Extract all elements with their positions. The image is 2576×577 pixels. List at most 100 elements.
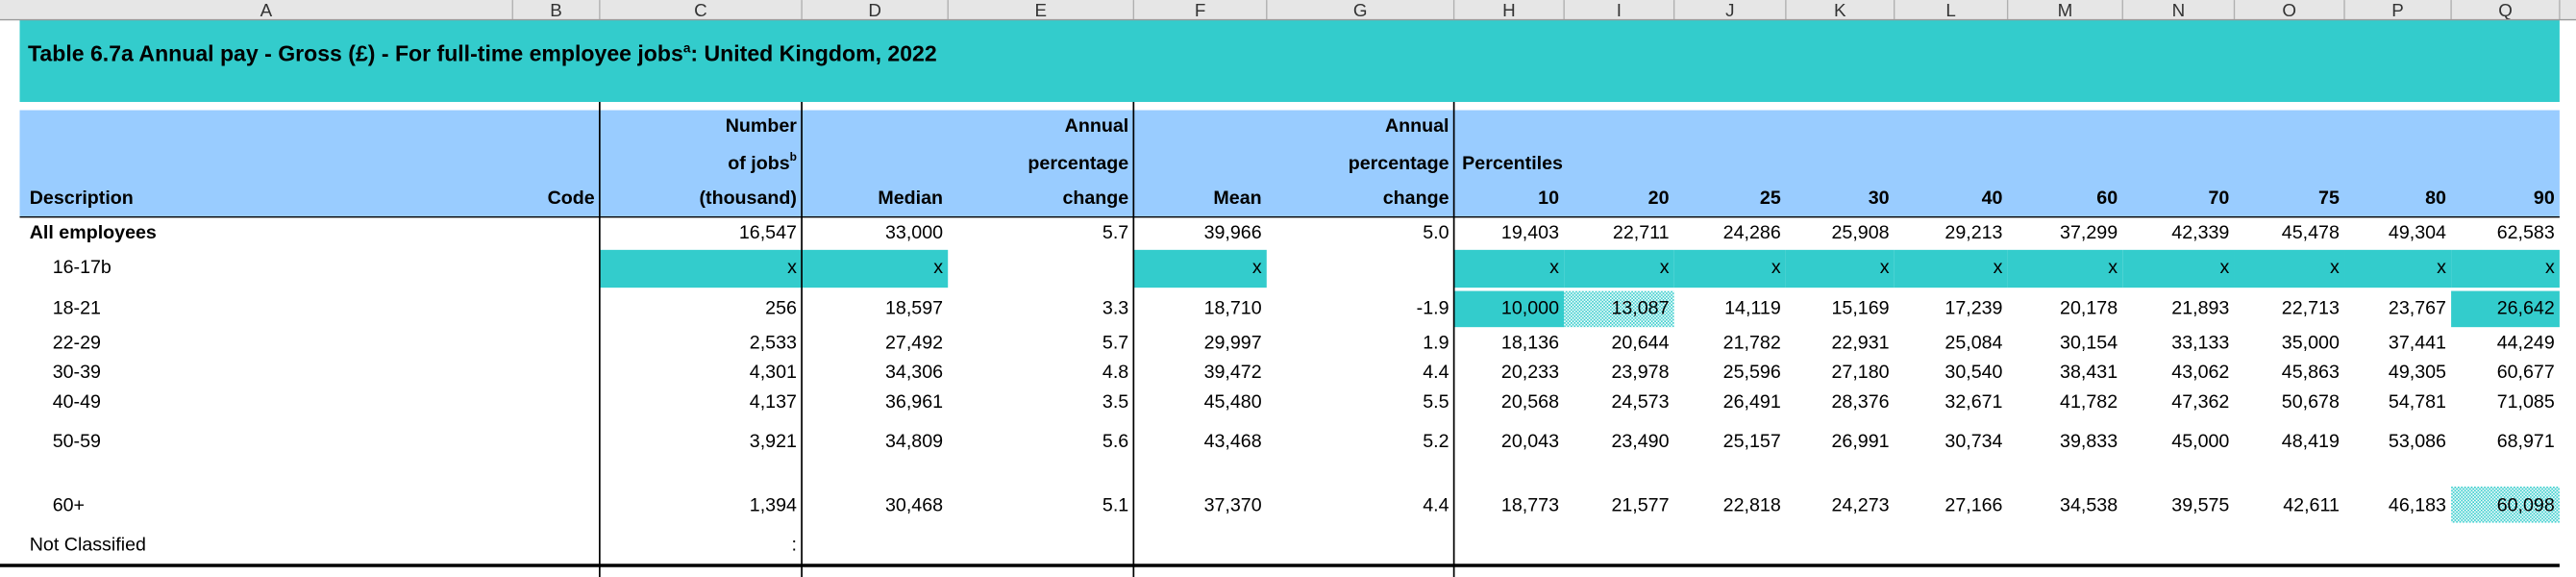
header-cell: Code (548, 188, 595, 209)
cell-highlight (2122, 249, 2235, 288)
table-cell: 1,394 (750, 495, 797, 516)
table-cell: x (2220, 257, 2230, 278)
table-cell: 68,971 (2497, 431, 2555, 452)
table-cell: 23,767 (2389, 298, 2446, 319)
table-cell: 49,304 (2389, 222, 2446, 243)
table-cell: 37,370 (1204, 495, 1262, 516)
header-cell: change (1383, 188, 1449, 209)
table-cell: 5.2 (1423, 431, 1449, 452)
column-letter: D (868, 0, 881, 20)
table-cell: 27,180 (1831, 362, 1889, 383)
table-cell: 46,183 (2389, 495, 2446, 516)
column-letter: E (1034, 0, 1047, 20)
table-cell: 33,000 (885, 222, 943, 243)
cell-highlight (2007, 249, 2123, 288)
row-label: Not Classified (30, 535, 146, 556)
column-letter: H (1502, 0, 1516, 20)
column-letter: I (1617, 0, 1622, 20)
table-cell: x (933, 257, 943, 278)
table-cell: 21,577 (1611, 495, 1669, 516)
table-cell: 41,782 (2060, 391, 2118, 413)
table-cell: x (2545, 257, 2555, 278)
column-letter: F (1195, 0, 1205, 20)
header-cell: Annual (1385, 115, 1449, 137)
table-cell: 26,491 (1723, 391, 1781, 413)
column-letter: J (1725, 0, 1734, 20)
table-cell: 26,642 (2497, 298, 2555, 319)
table-cell: 4.8 (1102, 362, 1128, 383)
table-cell: 22,713 (2282, 298, 2340, 319)
table-cell: 24,286 (1723, 222, 1781, 243)
cell-highlight (802, 249, 949, 288)
table-cell: 4,301 (750, 362, 797, 383)
table-cell: 18,773 (1501, 495, 1559, 516)
table-cell: 22,818 (1723, 495, 1781, 516)
table-cell: x (1771, 257, 1781, 278)
table-cell: 4,137 (750, 391, 797, 413)
header-cell: change (1062, 188, 1128, 209)
table-cell: 20,043 (1501, 431, 1559, 452)
cell-highlight (1453, 249, 1565, 288)
table-cell: 45,000 (2171, 431, 2229, 452)
table-cell: 16,547 (739, 222, 797, 243)
table-cell: x (1549, 257, 1559, 278)
table-cell: 20,568 (1501, 391, 1559, 413)
table-cell: 62,583 (2497, 222, 2555, 243)
table-cell: 19,403 (1501, 222, 1559, 243)
table-cell: 45,480 (1204, 391, 1262, 413)
header-cell: percentage (1028, 153, 1128, 174)
table-cell: x (787, 257, 797, 278)
cell-highlight (1894, 249, 2008, 288)
row-label: 18-21 (53, 298, 101, 319)
cell-highlight (1673, 249, 1786, 288)
table-cell: 21,893 (2171, 298, 2229, 319)
table-cell: 5.0 (1423, 222, 1449, 243)
table-cell: 33,133 (2171, 332, 2229, 353)
table-cell: 14,119 (1724, 298, 1781, 319)
table-cell: 30,734 (1944, 431, 2002, 452)
header-band (19, 110, 2560, 217)
header-cell: Percentiles (1462, 153, 1563, 174)
table-cell: 23,490 (1611, 431, 1669, 452)
header-superscript: b (790, 150, 797, 163)
header-cell: Description (30, 188, 134, 209)
table-cell: 20,233 (1501, 362, 1559, 383)
table-cell: 45,863 (2282, 362, 2340, 383)
column-letter: Q (2498, 0, 2513, 20)
table-cell: 44,249 (2497, 332, 2555, 353)
table-cell: 27,492 (885, 332, 943, 353)
cell-highlight (599, 249, 803, 288)
table-cell: 256 (765, 298, 797, 319)
table-cell: 5.7 (1102, 222, 1128, 243)
cell-highlight (1453, 290, 1565, 328)
column-letter: A (260, 0, 273, 20)
table-cell: 4.4 (1423, 362, 1449, 383)
column-header-bar (0, 0, 2576, 20)
table-cell: 48,419 (2282, 431, 2340, 452)
title-text: : United Kingdom, 2022 (690, 40, 936, 65)
table-cell: 42,611 (2283, 495, 2340, 516)
table-cell: 21,782 (1723, 332, 1781, 353)
table-cell: 2,533 (750, 332, 797, 353)
table-cell: 43,062 (2171, 362, 2229, 383)
cell-highlight (2344, 249, 2452, 288)
table-cell: 3.3 (1102, 298, 1128, 319)
table-cell: 5.7 (1102, 332, 1128, 353)
title-superscript: a (683, 41, 691, 56)
cell-highlight (2234, 249, 2345, 288)
row-label: 60+ (53, 495, 85, 516)
table-cell: 20,644 (1611, 332, 1669, 353)
table-cell: 37,299 (2060, 222, 2118, 243)
row-label: 30-39 (53, 362, 101, 383)
table-cell: 4.4 (1423, 495, 1449, 516)
table-cell: 22,931 (1831, 332, 1889, 353)
row-label: 22-29 (53, 332, 101, 353)
header-cell: 90 (2534, 188, 2555, 209)
table-cell: 45,478 (2282, 222, 2340, 243)
header-cell: of jobsb (728, 150, 797, 174)
table-cell: 53,086 (2389, 431, 2446, 452)
table-cell: 34,306 (885, 362, 943, 383)
cell-highlight (1564, 290, 1674, 328)
table-cell: 42,339 (2171, 222, 2229, 243)
table-cell: x (2437, 257, 2446, 278)
